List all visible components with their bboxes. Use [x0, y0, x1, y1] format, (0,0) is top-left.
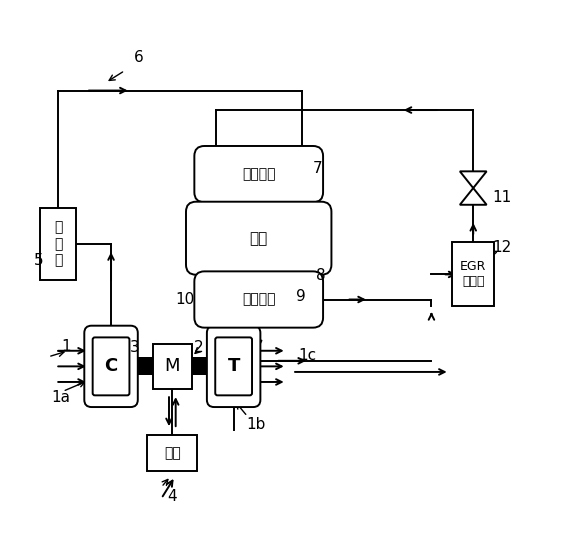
Text: 电池: 电池: [164, 446, 181, 460]
FancyBboxPatch shape: [93, 337, 129, 395]
Text: EGR
中冷器: EGR 中冷器: [460, 260, 487, 288]
Text: 6: 6: [134, 50, 144, 64]
Polygon shape: [460, 188, 487, 205]
Text: T: T: [228, 357, 240, 375]
Text: 2: 2: [194, 340, 203, 356]
FancyBboxPatch shape: [207, 326, 260, 407]
FancyBboxPatch shape: [40, 208, 76, 280]
Text: 8: 8: [316, 268, 326, 283]
Text: 中
冷
器: 中 冷 器: [54, 221, 62, 267]
Text: 10: 10: [175, 292, 195, 307]
FancyBboxPatch shape: [153, 344, 192, 389]
Text: 9: 9: [296, 289, 306, 304]
FancyBboxPatch shape: [194, 146, 323, 202]
FancyBboxPatch shape: [215, 337, 252, 395]
Text: 1: 1: [62, 339, 71, 354]
Polygon shape: [460, 171, 487, 188]
Text: 4: 4: [167, 489, 177, 503]
Text: 排气歧管: 排气歧管: [242, 292, 275, 306]
Bar: [129, 357, 216, 375]
Text: 12: 12: [492, 240, 511, 255]
Text: 3: 3: [130, 340, 139, 356]
Text: C: C: [105, 357, 117, 375]
Text: 气缸: 气缸: [250, 231, 268, 246]
Text: 1a: 1a: [51, 390, 70, 404]
Text: M: M: [165, 357, 180, 375]
Text: 1b: 1b: [246, 417, 266, 432]
Text: 11: 11: [492, 190, 511, 205]
Text: 7: 7: [312, 161, 322, 176]
FancyBboxPatch shape: [147, 435, 197, 471]
Text: 1c: 1c: [298, 348, 316, 363]
FancyBboxPatch shape: [194, 272, 323, 328]
FancyBboxPatch shape: [84, 326, 138, 407]
Text: 5: 5: [34, 253, 43, 268]
Text: 进气歧管: 进气歧管: [242, 167, 275, 181]
FancyBboxPatch shape: [186, 202, 332, 275]
FancyBboxPatch shape: [452, 242, 494, 306]
